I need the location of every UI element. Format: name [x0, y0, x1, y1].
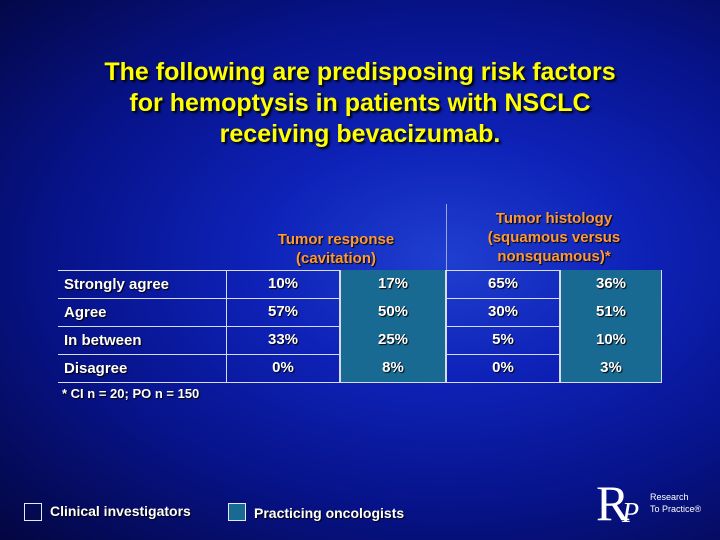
footnote: * CI n = 20; PO n = 150: [62, 386, 200, 401]
logo-letter-p: P: [622, 498, 640, 529]
research-to-practice-logo: R P Research To Practice®: [596, 478, 706, 533]
cell-po-tumor-response: 8%: [340, 354, 446, 382]
legend-swatch-practicing-oncologists: [228, 503, 246, 521]
logo-text-to-practice: To Practice®: [650, 504, 702, 514]
cell-ci-tumor-histology: 65%: [446, 270, 560, 298]
cell-po-tumor-histology: 51%: [560, 298, 662, 326]
row-label: Agree: [64, 304, 107, 321]
cell-po-tumor-histology: 36%: [560, 270, 662, 298]
column-header-tumor-histology: Tumor histology (squamous versus nonsqua…: [446, 209, 662, 266]
cell-ci-tumor-histology: 0%: [446, 354, 560, 382]
cell-po-tumor-histology: 3%: [560, 354, 662, 382]
cell-po-tumor-histology: 10%: [560, 326, 662, 354]
column-group-divider: [446, 204, 447, 270]
cell-ci-tumor-response: 57%: [226, 298, 340, 326]
title-line-2: for hemoptysis in patients with NSCLC: [129, 89, 591, 117]
logo-text-research: Research: [650, 492, 689, 502]
cell-ci-tumor-response: 33%: [226, 326, 340, 354]
column-header-tumor-histology-line-1: Tumor histology: [495, 210, 613, 227]
column-header-tumor-response-line-2: (cavitation): [295, 250, 376, 267]
legend-swatch-clinical-investigators: [24, 503, 42, 521]
column-header-tumor-histology-line-3: nonsquamous)*: [497, 248, 611, 265]
column-header-tumor-response-line-1: Tumor response: [277, 231, 395, 248]
row-label: Disagree: [64, 360, 128, 377]
slide-title: The following are predisposing risk fact…: [40, 57, 680, 150]
cell-po-tumor-response: 50%: [340, 298, 446, 326]
title-line-3: receiving bevacizumab.: [219, 120, 501, 148]
column-header-tumor-response: Tumor response (cavitation): [226, 230, 446, 268]
logo-letter-r: R: [596, 475, 630, 531]
legend-label-practicing-oncologists: Practicing oncologists: [254, 505, 405, 521]
cell-ci-tumor-response: 10%: [226, 270, 340, 298]
legend-label-clinical-investigators: Clinical investigators: [50, 503, 191, 519]
cell-po-tumor-response: 17%: [340, 270, 446, 298]
title-line-1: The following are predisposing risk fact…: [104, 58, 616, 86]
row-divider: [58, 382, 662, 383]
row-label: Strongly agree: [64, 276, 170, 293]
cell-ci-tumor-histology: 5%: [446, 326, 560, 354]
cell-ci-tumor-histology: 30%: [446, 298, 560, 326]
cell-po-tumor-response: 25%: [340, 326, 446, 354]
column-header-tumor-histology-line-2: (squamous versus: [487, 229, 621, 246]
cell-ci-tumor-response: 0%: [226, 354, 340, 382]
row-label: In between: [64, 332, 142, 349]
